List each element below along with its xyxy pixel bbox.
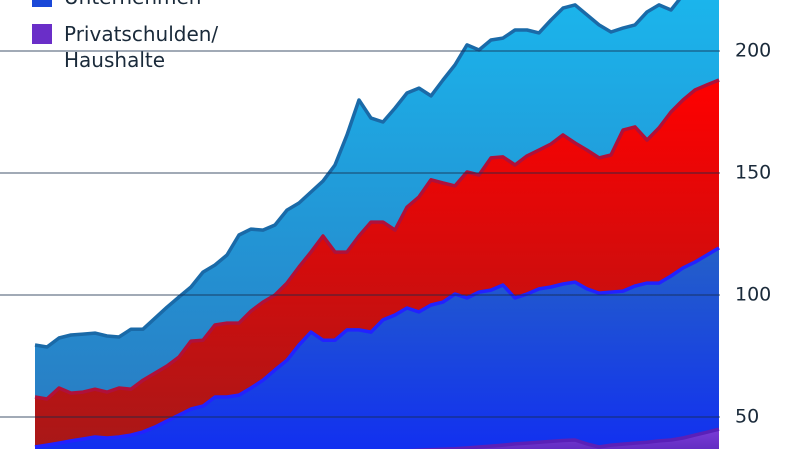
y-tick-label: 50 xyxy=(735,406,759,428)
area xyxy=(35,429,719,449)
line xyxy=(34,78,720,401)
y-tick-label: 100 xyxy=(735,284,771,306)
line xyxy=(405,427,720,449)
line xyxy=(34,246,720,449)
y-tick-label: 150 xyxy=(735,162,771,184)
legend-label: Privatschulden/ Haushalte xyxy=(64,22,219,72)
legend-swatch xyxy=(32,24,52,44)
legend-item: Privatschulden/ Haushalte xyxy=(32,21,254,73)
legend-item: Unternehmen xyxy=(32,0,254,10)
plot xyxy=(34,0,720,449)
area xyxy=(35,247,719,449)
legend-swatch xyxy=(32,0,52,7)
legend-label: Unternehmen xyxy=(64,0,254,10)
y-tick-label: 200 xyxy=(735,40,771,62)
line xyxy=(34,0,682,349)
